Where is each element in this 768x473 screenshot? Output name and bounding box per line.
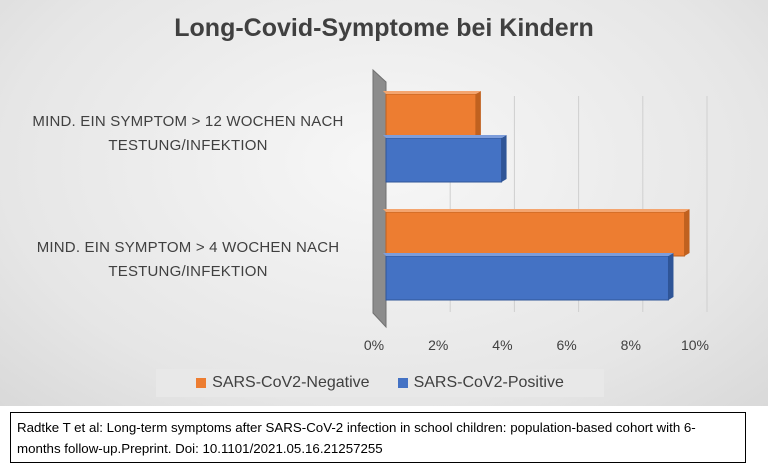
legend-swatch-positive	[397, 378, 408, 388]
legend-item-positive: SARS-CoV2-Positive	[397, 374, 564, 392]
citation-box: Radtke T et al: Long-term symptoms after…	[10, 412, 746, 463]
bar-negative	[385, 93, 477, 139]
legend-label-negative: SARS-CoV2-Negative	[212, 374, 370, 391]
category-label-line: MIND. EIN SYMPTOM > 4 WOCHEN NACH	[36, 239, 340, 256]
category-label-line: TESTUNG/INFEKTION	[108, 137, 268, 154]
legend-item-negative: SARS-CoV2-Negative	[196, 374, 370, 392]
bar-positive	[385, 255, 669, 301]
category-label-4-weeks: MIND. EIN SYMPTOM > 4 WOCHEN NACH TESTUN…	[8, 236, 368, 284]
category-label-12-weeks: MIND. EIN SYMPTOM > 12 WOCHEN NACH TESTU…	[8, 110, 368, 158]
x-tick-label: 8%	[621, 337, 641, 353]
bar-chart: 0% 2% 4% 6% 8% 10%	[364, 68, 709, 353]
x-tick-label: 10%	[681, 337, 709, 353]
category-label-line: TESTUNG/INFEKTION	[108, 263, 268, 280]
bar-side-face	[668, 253, 674, 300]
bar-positive	[385, 137, 503, 183]
bar-top-strip	[383, 91, 481, 94]
legend-label-positive: SARS-CoV2-Positive	[413, 374, 564, 391]
legend-swatch-negative	[196, 378, 207, 388]
chart-back-wall	[372, 68, 387, 329]
chart-title: Long-Covid-Symptome bei Kindern	[174, 14, 594, 42]
x-tick-label: 0%	[364, 337, 384, 353]
bar-top-strip	[383, 209, 690, 212]
x-tick-label: 6%	[556, 337, 576, 353]
bar-negative	[385, 211, 686, 257]
bar-side-face	[501, 135, 507, 182]
bar-side-face	[475, 91, 481, 138]
bar-top-strip	[383, 135, 507, 138]
x-tick-label: 4%	[492, 337, 512, 353]
bar-side-face	[684, 209, 690, 256]
bar-top-strip	[383, 253, 674, 256]
category-label-line: MIND. EIN SYMPTOM > 12 WOCHEN NACH	[32, 113, 344, 130]
x-tick-label: 2%	[428, 337, 448, 353]
legend: SARS-CoV2-Negative SARS-CoV2-Positive	[156, 369, 604, 397]
